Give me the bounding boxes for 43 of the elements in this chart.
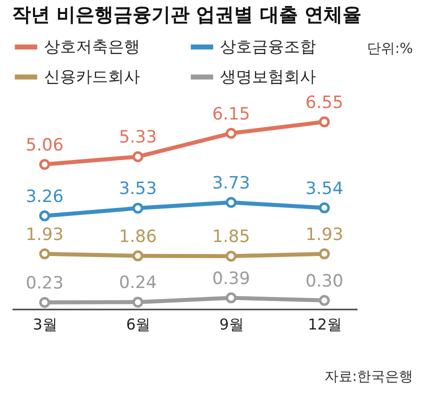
legend-label: 상호저축은행 xyxy=(44,37,140,56)
point xyxy=(318,116,330,128)
data-label: 6.15 xyxy=(212,104,250,124)
point xyxy=(226,250,237,262)
point xyxy=(39,248,50,260)
data-label: 3.73 xyxy=(212,173,250,194)
legend-label: 상호금융조합 xyxy=(220,37,316,56)
data-label: 3.26 xyxy=(26,186,64,207)
data-label: 5.06 xyxy=(26,135,64,156)
data-label: 5.33 xyxy=(118,128,157,148)
x-tick-label: 3월 xyxy=(32,316,58,334)
point xyxy=(318,295,330,306)
data-label: 1.85 xyxy=(212,227,250,248)
data-label: 1.86 xyxy=(118,226,157,247)
point xyxy=(39,297,50,308)
point xyxy=(318,248,330,260)
point xyxy=(318,202,330,214)
data-label: 0.39 xyxy=(212,268,250,289)
text: 단위:% xyxy=(366,40,413,58)
point xyxy=(132,250,144,262)
data-label: 3.54 xyxy=(305,178,344,199)
data-label: 0.30 xyxy=(305,271,344,292)
x-tick-label: 6월 xyxy=(126,316,151,334)
text: 자료:한국은행 xyxy=(324,368,413,386)
point xyxy=(226,197,237,208)
x-tick-label: 9월 xyxy=(219,316,244,334)
legend-label: 신용카드회사 xyxy=(44,67,140,86)
point xyxy=(132,202,144,214)
data-label: 6.55 xyxy=(305,92,344,113)
chart-title: 작년 비은행금융기관 업권별 대출 연체율 xyxy=(12,4,362,26)
legend-label: 생명보험회사 xyxy=(220,67,316,86)
data-label: 0.24 xyxy=(118,273,157,294)
data-label: 1.93 xyxy=(26,224,64,245)
point xyxy=(226,128,237,139)
point xyxy=(132,296,144,308)
data-label: 1.93 xyxy=(305,224,344,245)
point xyxy=(226,292,237,304)
point xyxy=(132,151,144,162)
data-label: 3.53 xyxy=(118,179,157,200)
x-tick-label: 12월 xyxy=(308,316,342,334)
point xyxy=(39,210,50,222)
point xyxy=(39,159,50,170)
data-label: 0.23 xyxy=(26,273,64,294)
